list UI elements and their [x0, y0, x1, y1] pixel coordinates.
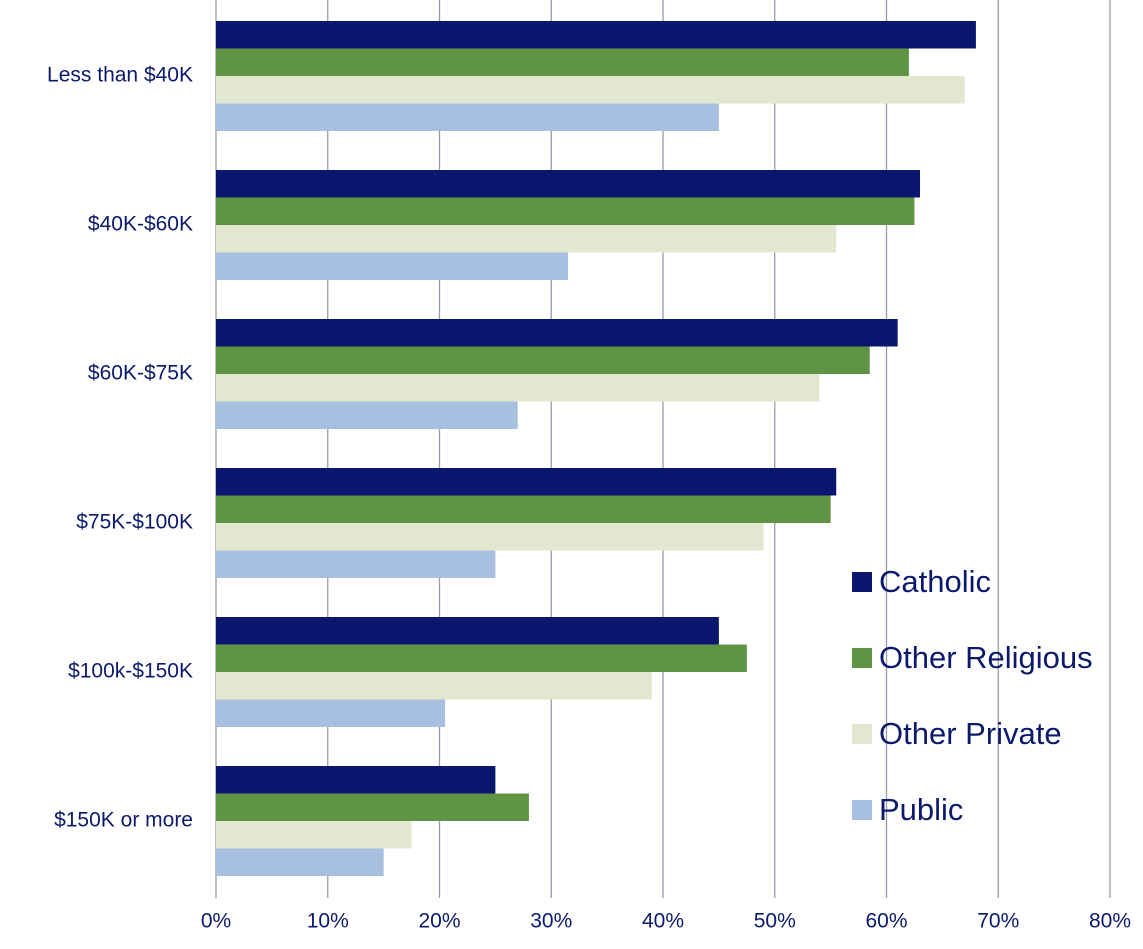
x-tick-label: 0%: [201, 910, 231, 933]
bar: [216, 644, 747, 672]
bar: [216, 848, 384, 876]
bar: [216, 346, 870, 374]
bar: [216, 401, 518, 429]
legend-label: Other Religious: [879, 640, 1093, 675]
legend-swatch: [852, 800, 872, 820]
y-tick-label: $60K-$75K: [88, 362, 193, 385]
legend-label: Catholic: [879, 564, 991, 599]
bar: [216, 468, 837, 496]
x-tick-label: 60%: [865, 910, 907, 933]
x-tick-label: 80%: [1089, 910, 1131, 933]
bar: [216, 252, 569, 280]
x-tick-label: 70%: [977, 910, 1019, 933]
bar: [216, 793, 529, 821]
y-tick-label: $40K-$60K: [88, 213, 193, 236]
bar: [216, 225, 837, 253]
legend-label: Public: [879, 792, 963, 827]
bar: [216, 672, 652, 700]
bar: [216, 766, 496, 794]
bar: [216, 495, 831, 523]
legend-swatch: [852, 724, 872, 744]
bar: [216, 319, 898, 347]
bar: [216, 170, 921, 198]
legend-label: Other Private: [879, 716, 1062, 751]
y-tick-label: $75K-$100K: [76, 511, 193, 534]
bar: [216, 48, 909, 76]
x-tick-label: 50%: [754, 910, 796, 933]
legend-swatch: [852, 572, 872, 592]
bar: [216, 550, 496, 578]
bar: [216, 197, 915, 225]
x-tick-label: 30%: [530, 910, 572, 933]
y-tick-label: $150K or more: [54, 809, 193, 832]
bar: [216, 374, 820, 402]
x-tick-label: 40%: [642, 910, 684, 933]
bar: [216, 699, 446, 727]
bar: [216, 103, 719, 131]
bar: [216, 617, 719, 645]
bar: [216, 523, 764, 551]
bar: [216, 76, 965, 104]
x-tick-label: 10%: [307, 910, 349, 933]
bar: [216, 821, 412, 849]
bar: [216, 21, 976, 49]
y-tick-label: Less than $40K: [47, 64, 193, 87]
x-tick-label: 20%: [418, 910, 460, 933]
y-tick-label: $100k-$150K: [68, 660, 193, 683]
legend-swatch: [852, 648, 872, 668]
